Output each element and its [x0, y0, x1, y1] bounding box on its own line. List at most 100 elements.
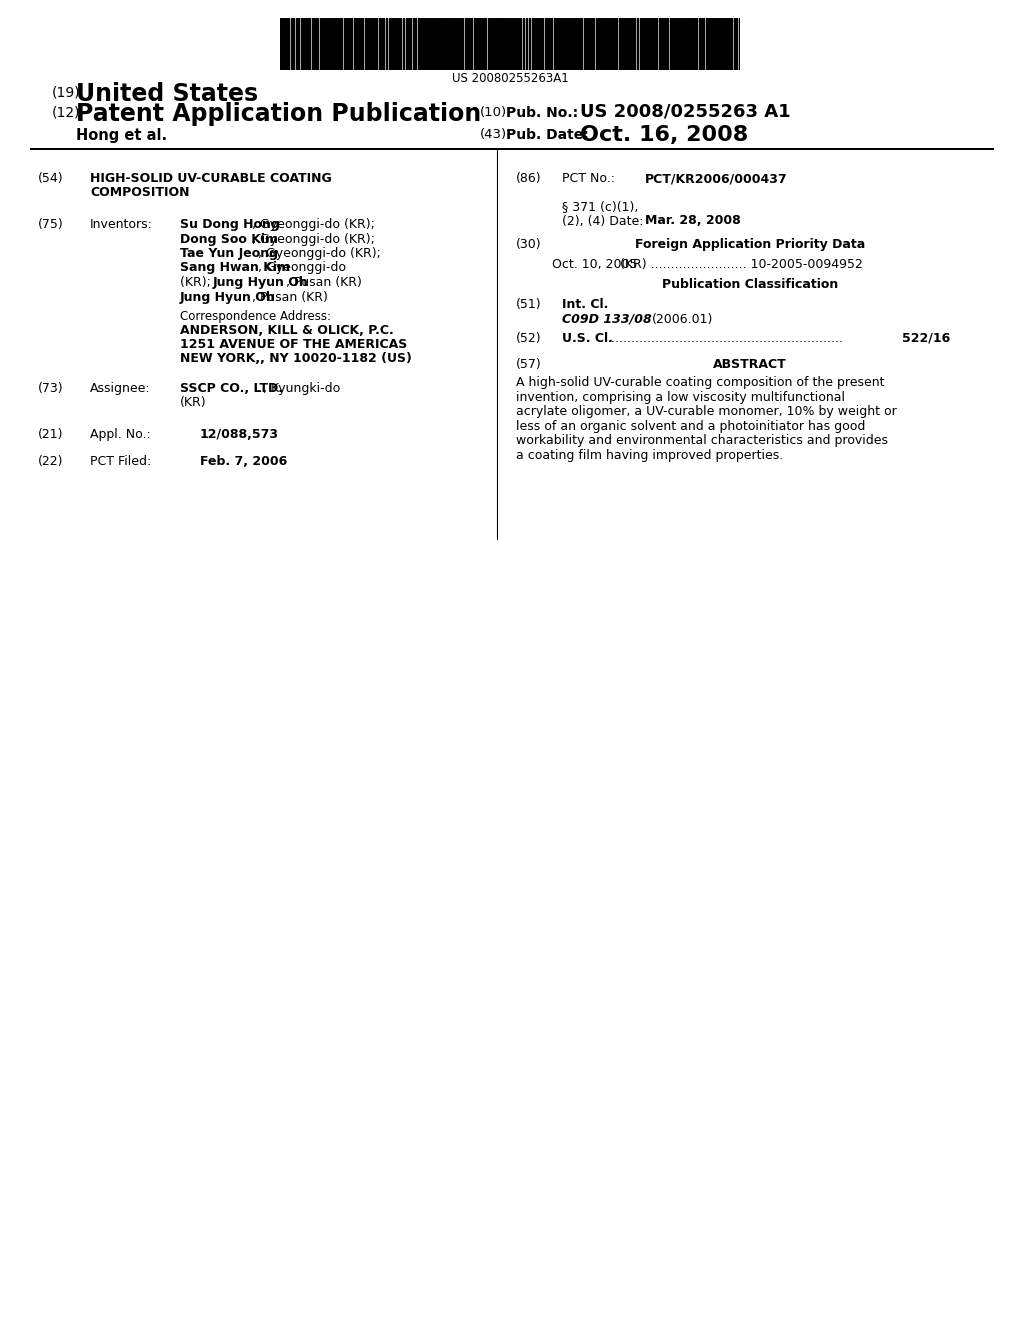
Text: Oct. 10, 2005: Oct. 10, 2005	[552, 257, 638, 271]
Bar	[421, 18, 424, 70]
Text: NEW YORK,, NY 10020-1182 (US): NEW YORK,, NY 10020-1182 (US)	[180, 352, 412, 366]
Bar	[397, 18, 399, 70]
Text: Foreign Application Priority Data: Foreign Application Priority Data	[635, 238, 865, 251]
Bar	[728, 18, 730, 70]
Text: A high-solid UV-curable coating composition of the present: A high-solid UV-curable coating composit…	[516, 376, 885, 389]
Text: (75): (75)	[38, 218, 63, 231]
Text: 12/088,573: 12/088,573	[200, 428, 279, 441]
Text: , Kyungki-do: , Kyungki-do	[262, 381, 340, 395]
Bar	[468, 18, 470, 70]
Text: (2006.01): (2006.01)	[652, 313, 714, 326]
Text: a coating film having improved properties.: a coating film having improved propertie…	[516, 449, 783, 462]
Text: workability and environmental characteristics and provides: workability and environmental characteri…	[516, 434, 888, 447]
Text: , Gyeonggi-do (KR);: , Gyeonggi-do (KR);	[252, 232, 375, 246]
Bar	[361, 18, 362, 70]
Text: C09D 133/08: C09D 133/08	[562, 313, 651, 326]
Text: Dong Soo Kim: Dong Soo Kim	[180, 232, 278, 246]
Bar	[418, 18, 420, 70]
Text: (19): (19)	[52, 84, 81, 99]
Text: Pub. Date:: Pub. Date:	[506, 128, 589, 143]
Bar	[500, 18, 503, 70]
Text: (73): (73)	[38, 381, 63, 395]
Text: Publication Classification: Publication Classification	[662, 279, 838, 290]
Bar	[603, 18, 605, 70]
Bar	[691, 18, 693, 70]
Bar	[482, 18, 484, 70]
Text: (KR) ........................ 10-2005-0094952: (KR) ........................ 10-2005-00…	[620, 257, 863, 271]
Bar	[494, 18, 496, 70]
Text: HIGH-SOLID UV-CURABLE COATING: HIGH-SOLID UV-CURABLE COATING	[90, 172, 332, 185]
Bar	[723, 18, 725, 70]
Bar	[449, 18, 451, 70]
Bar	[346, 18, 348, 70]
Text: , Pusan (KR): , Pusan (KR)	[286, 276, 361, 289]
Text: , Gyeonggi-do (KR);: , Gyeonggi-do (KR);	[258, 247, 381, 260]
Text: Jung Hyun Oh: Jung Hyun Oh	[180, 290, 275, 304]
Text: 1251 AVENUE OF THE AMERICAS: 1251 AVENUE OF THE AMERICAS	[180, 338, 408, 351]
Text: (2), (4) Date:: (2), (4) Date:	[562, 214, 643, 227]
Text: Hong et al.: Hong et al.	[76, 128, 167, 143]
Text: SSCP CO., LTD.: SSCP CO., LTD.	[180, 381, 283, 395]
Bar	[365, 18, 367, 70]
Bar	[354, 18, 357, 70]
Text: US 2008/0255263 A1: US 2008/0255263 A1	[580, 103, 791, 121]
Text: acrylate oligomer, a UV-curable monomer, 10% by weight or: acrylate oligomer, a UV-curable monomer,…	[516, 405, 897, 418]
Bar	[285, 18, 287, 70]
Text: (86): (86)	[516, 172, 542, 185]
Text: Tae Yun Jeong: Tae Yun Jeong	[180, 247, 278, 260]
Text: invention, comprising a low viscosity multifunctional: invention, comprising a low viscosity mu…	[516, 391, 845, 404]
Text: PCT/KR2006/000437: PCT/KR2006/000437	[645, 172, 787, 185]
Text: Oct. 16, 2008: Oct. 16, 2008	[580, 125, 749, 145]
Bar	[443, 18, 445, 70]
Bar	[497, 18, 499, 70]
Bar	[548, 18, 550, 70]
Bar	[308, 18, 310, 70]
Bar	[688, 18, 690, 70]
Text: (21): (21)	[38, 428, 63, 441]
Bar	[710, 18, 713, 70]
Text: U.S. Cl.: U.S. Cl.	[562, 333, 613, 345]
Text: Mar. 28, 2008: Mar. 28, 2008	[645, 214, 740, 227]
Text: 522/16: 522/16	[902, 333, 950, 345]
Text: ANDERSON, KILL & OLICK, P.C.: ANDERSON, KILL & OLICK, P.C.	[180, 323, 394, 337]
Bar	[642, 18, 644, 70]
Text: (30): (30)	[516, 238, 542, 251]
Text: United States: United States	[76, 82, 258, 106]
Text: Correspondence Address:: Correspondence Address:	[180, 310, 331, 323]
Text: less of an organic solvent and a photoinitiator has good: less of an organic solvent and a photoin…	[516, 420, 865, 433]
Bar	[545, 18, 547, 70]
Bar	[312, 18, 314, 70]
Text: (22): (22)	[38, 455, 63, 469]
Bar	[575, 18, 578, 70]
Bar	[280, 18, 282, 70]
Text: Appl. No.:: Appl. No.:	[90, 428, 151, 441]
Text: Sang Hwan Kim: Sang Hwan Kim	[180, 261, 290, 275]
Text: Patent Application Publication: Patent Application Publication	[76, 102, 481, 125]
Text: , Gyeonggi-do (KR);: , Gyeonggi-do (KR);	[252, 218, 375, 231]
Bar	[598, 18, 600, 70]
Text: Feb. 7, 2006: Feb. 7, 2006	[200, 455, 288, 469]
Bar	[368, 18, 370, 70]
Bar	[358, 18, 360, 70]
Text: (KR);: (KR);	[180, 276, 215, 289]
Text: ...........................................................: ........................................…	[608, 333, 844, 345]
Text: (10): (10)	[480, 106, 507, 119]
Text: Su Dong Hong: Su Dong Hong	[180, 218, 280, 231]
Text: , Pusan (KR): , Pusan (KR)	[252, 290, 328, 304]
Text: Jung Hyun Oh: Jung Hyun Oh	[213, 276, 309, 289]
Bar	[651, 18, 653, 70]
Text: Pub. No.:: Pub. No.:	[506, 106, 579, 120]
Bar	[305, 18, 307, 70]
Text: (12): (12)	[52, 106, 81, 120]
Bar	[330, 18, 332, 70]
Text: (51): (51)	[516, 298, 542, 312]
Bar	[627, 18, 629, 70]
Text: COMPOSITION: COMPOSITION	[90, 186, 189, 199]
Text: § 371 (c)(1),: § 371 (c)(1),	[562, 201, 638, 213]
Text: PCT Filed:: PCT Filed:	[90, 455, 152, 469]
Text: , Gyeonggi-do: , Gyeonggi-do	[258, 261, 346, 275]
Text: (52): (52)	[516, 333, 542, 345]
Bar	[465, 18, 467, 70]
Bar	[592, 18, 594, 70]
Bar	[536, 18, 538, 70]
